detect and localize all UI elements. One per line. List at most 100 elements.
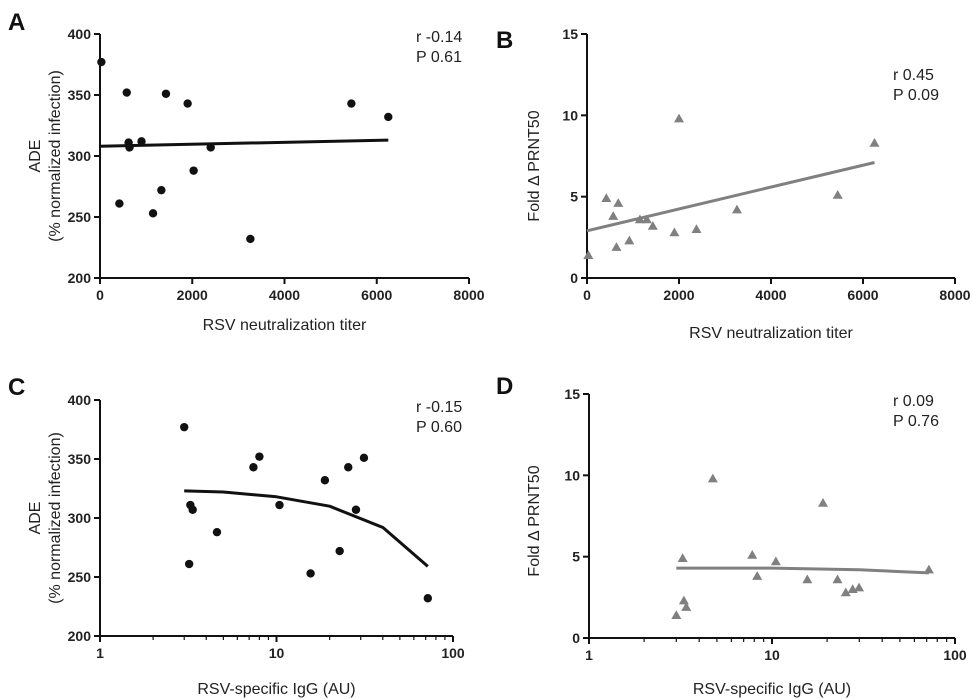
stat-r: r 0.45 (893, 67, 934, 84)
x-tick-label: 10 (764, 647, 780, 663)
y-tick-label: 300 (68, 510, 92, 526)
data-point (608, 211, 619, 220)
data-point (840, 587, 851, 597)
y-tick-label: 200 (68, 270, 92, 286)
data-point (255, 452, 264, 461)
data-point (854, 582, 865, 592)
data-point (183, 99, 192, 108)
data-point (157, 185, 166, 195)
data-point (423, 594, 433, 603)
data-point (306, 569, 315, 578)
data-point (122, 88, 131, 97)
data-point (770, 556, 781, 566)
stat-p: P 0.76 (893, 413, 939, 430)
data-point (634, 214, 645, 224)
y-tick-label: 250 (68, 209, 92, 225)
data-point (384, 112, 393, 122)
y-axis-label-line: ADE (27, 502, 44, 535)
data-point (601, 193, 612, 203)
fit-line (586, 161, 875, 233)
y-tick-label: 350 (68, 87, 92, 103)
data-point (869, 137, 880, 147)
data-point (320, 476, 330, 485)
y-tick-label: 300 (68, 148, 92, 164)
data-point (802, 574, 813, 584)
data-point (707, 473, 718, 483)
fit-line (99, 138, 389, 148)
data-point (161, 89, 171, 98)
panel-c: C 200 250 300 350 400 1 10 100 RSV-specific IgG (… (8, 374, 465, 698)
stat-r: r 0.09 (893, 393, 934, 410)
data-point (818, 497, 829, 507)
y-axis-label-line: ADE (27, 140, 44, 173)
x-axis-label: RSV neutralization titer (689, 325, 853, 342)
x-axis-label: RSV neutralization titer (203, 317, 367, 334)
y-axis-label-line: (% normalized infection) (47, 432, 64, 604)
x-tick-label: 100 (441, 645, 465, 661)
data-point (613, 198, 624, 207)
data-point (249, 463, 258, 472)
data-point (677, 553, 688, 563)
fit-line (184, 489, 429, 568)
stat-p: P 0.60 (416, 419, 462, 436)
data-point (691, 224, 702, 233)
x-tick-label: 2000 (663, 287, 694, 303)
data-point (275, 500, 284, 510)
data-point (115, 199, 124, 208)
data-point (351, 505, 361, 514)
data-point (189, 166, 198, 175)
data-point (669, 227, 680, 237)
y-tick-label: 15 (564, 386, 580, 402)
fit-line (676, 566, 929, 575)
x-tick-label: 4000 (269, 287, 300, 303)
x-tick-label: 100 (943, 647, 967, 663)
data-point (344, 463, 353, 472)
x-tick-label: 4000 (755, 287, 786, 303)
y-axis-label: ADE (% normalized infection) (27, 70, 64, 242)
y-axis-label-line: (% normalized infection) (47, 70, 64, 242)
y-axis-label: Fold Δ PRNT50 (526, 465, 543, 576)
data-point (359, 453, 369, 463)
y-axis-label-line: Fold Δ PRNT50 (526, 110, 543, 221)
data-point (747, 550, 758, 559)
data-point (125, 143, 134, 152)
stat-r: r -0.15 (416, 399, 462, 416)
y-axis-label-line: Fold Δ PRNT50 (526, 465, 543, 576)
x-tick-label: 2000 (177, 287, 208, 303)
x-tick-label: 1 (96, 645, 104, 661)
data-point (624, 235, 635, 245)
stat-p: P 0.09 (893, 87, 939, 104)
data-point (206, 143, 215, 152)
y-tick-label: 10 (564, 467, 580, 483)
data-point (681, 602, 692, 611)
data-point (246, 234, 255, 244)
y-tick-label: 10 (562, 107, 578, 123)
panel-b: B 0 5 10 15 0 2000 4000 6000 8000 RSV neutralizati… (496, 26, 971, 342)
data-point (752, 571, 763, 580)
x-tick-label: 0 (96, 287, 104, 303)
data-point (678, 595, 689, 605)
y-tick-label: 5 (570, 189, 578, 205)
data-point (641, 214, 652, 224)
y-tick-label: 15 (562, 26, 578, 42)
y-tick-label: 5 (572, 549, 580, 565)
y-tick-label: 0 (570, 270, 578, 286)
data-point (137, 137, 146, 146)
panel-letter: C (8, 374, 25, 401)
panel-letter: D (496, 373, 513, 400)
stat-p: P 0.61 (416, 49, 462, 66)
panel-d: D 0 5 10 15 1 10 100 RSV-specific IgG (AU) Fold Δ… (496, 373, 967, 698)
x-tick-label: 10 (269, 645, 285, 661)
data-point (97, 57, 106, 67)
x-tick-label: 6000 (361, 287, 392, 303)
y-tick-label: 400 (68, 392, 92, 408)
data-point (674, 113, 684, 123)
x-tick-label: 0 (583, 287, 591, 303)
data-point (184, 559, 194, 569)
y-tick-label: 0 (572, 630, 580, 646)
data-point (832, 190, 843, 199)
stat-r: r -0.14 (416, 29, 462, 46)
data-point (188, 505, 197, 514)
